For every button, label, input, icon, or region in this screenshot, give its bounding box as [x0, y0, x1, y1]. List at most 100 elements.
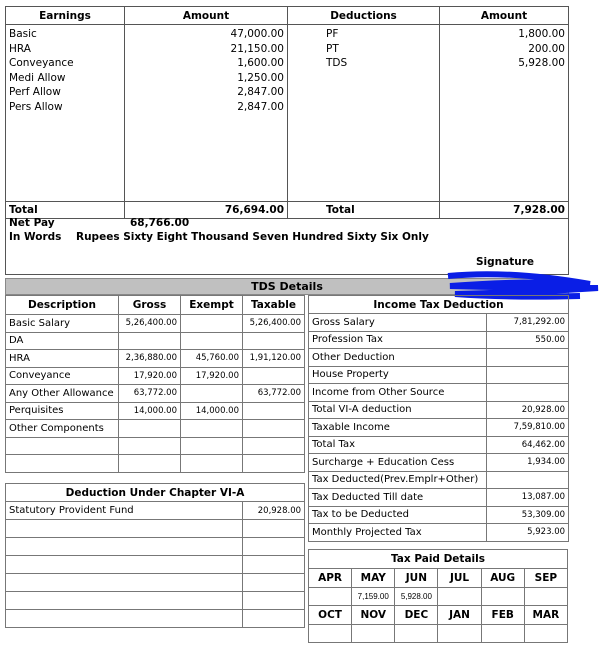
earnings-label: Basic [9, 28, 37, 40]
table-cell [485, 348, 570, 367]
tax-paid-value [437, 623, 482, 643]
deductions-amount: 200.00 [528, 42, 565, 55]
table-cell [5, 555, 243, 574]
table-cell [180, 331, 243, 350]
table-row [5, 537, 306, 556]
month-header: MAR [523, 605, 569, 625]
table-cell [241, 555, 306, 574]
table-cell: Taxable Income [308, 418, 487, 437]
table-cell: 13,087.00 [485, 488, 570, 507]
col-header: Deductions [287, 6, 440, 25]
table-row: House Property [308, 365, 570, 384]
table-cell: Total Tax [308, 435, 487, 454]
earnings-amount: 1,250.00 [237, 71, 284, 84]
chapter-via-table: Deduction Under Chapter VI-A Statutory P… [4, 483, 306, 628]
tds-table: Description Gross Exempt Taxable Basic Sala… [5, 295, 305, 473]
tax-paid-value [523, 586, 569, 606]
table-row: Conveyance 17,920.00 17,920.00 [5, 366, 305, 385]
earnings-label: Perf Allow [9, 86, 61, 98]
month-header: JAN [437, 605, 482, 625]
table-cell: 45,760.00 [180, 349, 243, 368]
table-row: Profession Tax 550.00 [308, 330, 570, 349]
table-cell [118, 454, 181, 473]
table-cell [242, 366, 305, 385]
table-row [5, 555, 306, 574]
table-cell [241, 573, 306, 592]
table-row: OCT NOV DEC JAN FEB MAR [307, 605, 569, 625]
earnings-label: Conveyance [9, 57, 74, 69]
table-row [5, 519, 306, 538]
col-header: Exempt [180, 295, 243, 315]
table-cell: Profession Tax [308, 330, 487, 349]
in-words-value: Rupees Sixty Eight Thousand Seven Hundre… [76, 231, 429, 243]
table-cell: 550.00 [485, 330, 570, 349]
total-earnings: 76,694.00 [124, 201, 288, 219]
earnings-amount: 2,847.00 [237, 100, 284, 113]
table-cell: 20,928.00 [485, 400, 570, 419]
table-row: Tax to be Deducted 53,309.00 [308, 505, 570, 524]
table-row: Income from Other Source [308, 383, 570, 402]
table-cell: 17,920.00 [180, 366, 243, 385]
table-cell: 5,26,400.00 [118, 314, 181, 333]
deductions-amount: 5,928.00 [518, 57, 565, 69]
table-cell [485, 470, 570, 489]
month-header: JUN [394, 568, 439, 588]
table-cell [180, 436, 243, 455]
table-row: Statutory Provident Fund 20,928.00 [5, 501, 306, 520]
table-cell [5, 436, 119, 455]
table-cell: 63,772.00 [242, 384, 305, 403]
table-cell: Other Deduction [308, 348, 487, 367]
table-cell [5, 454, 119, 473]
col-header: Description [5, 295, 119, 315]
net-pay-value: 68,766.00 [130, 217, 190, 229]
table-cell: HRA [5, 349, 119, 368]
table-cell: DA [5, 331, 119, 350]
table-row [5, 591, 306, 610]
tax-paid-value [394, 623, 439, 643]
table-cell [118, 419, 181, 438]
table-cell: Monthly Projected Tax [308, 523, 487, 542]
income-tax-table: Income Tax Deduction Gross Salary 7,81,29… [307, 295, 570, 542]
table-cell: House Property [308, 365, 487, 384]
table-cell [242, 419, 305, 438]
earnings-labels: Basic HRA Conveyance Medi Allow Perf Allow Pe… [5, 24, 125, 202]
table-cell: Basic Salary [5, 314, 119, 333]
table-cell: 17,920.00 [118, 366, 181, 385]
tax-paid-value [437, 586, 482, 606]
table-row: Basic Salary 5,26,400.00 5,26,400.00 [5, 314, 305, 333]
signature-label: Signature [476, 256, 535, 268]
table-cell: Any Other Allowance [5, 384, 119, 403]
table-row: 7,159.00 5,928.00 [307, 586, 569, 606]
month-header: FEB [480, 605, 525, 625]
month-header: OCT [307, 605, 353, 625]
deductions-amount: 1,800.00 [518, 28, 565, 40]
table-row: Surcharge + Education Cess 1,934.00 [308, 453, 570, 472]
table-cell [118, 331, 181, 350]
table-cell [118, 436, 181, 455]
table-cell [5, 537, 243, 556]
tds-details-bar: TDS Details [5, 278, 569, 295]
table-cell: 5,923.00 [485, 523, 570, 542]
table-cell [242, 401, 305, 420]
table-cell [241, 591, 306, 610]
table-cell: 63,772.00 [118, 384, 181, 403]
table-row: APR MAY JUN JUL AUG SEP [307, 568, 569, 588]
table-title: Income Tax Deduction [307, 295, 570, 314]
net-pay-block: Net Pay 68,766.00 In Words Rupees Sixty Ei… [9, 217, 429, 243]
month-header: NOV [351, 605, 396, 625]
month-header: MAY [351, 568, 396, 588]
table-cell: 7,59,810.00 [485, 418, 570, 437]
table-cell [5, 573, 243, 592]
table-row [307, 623, 569, 643]
earnings-amount: 47,000.00 [230, 28, 284, 40]
deductions-label: PF [326, 28, 339, 40]
total-label: Total [287, 201, 440, 219]
table-cell: Statutory Provident Fund [5, 501, 243, 520]
tax-paid-value [307, 586, 353, 606]
table-cell: 1,934.00 [485, 453, 570, 472]
earnings-label: HRA [9, 42, 31, 55]
table-row [5, 609, 306, 628]
table-cell [180, 384, 243, 403]
col-header: Taxable [242, 295, 305, 315]
deductions-label: PT [326, 42, 339, 55]
